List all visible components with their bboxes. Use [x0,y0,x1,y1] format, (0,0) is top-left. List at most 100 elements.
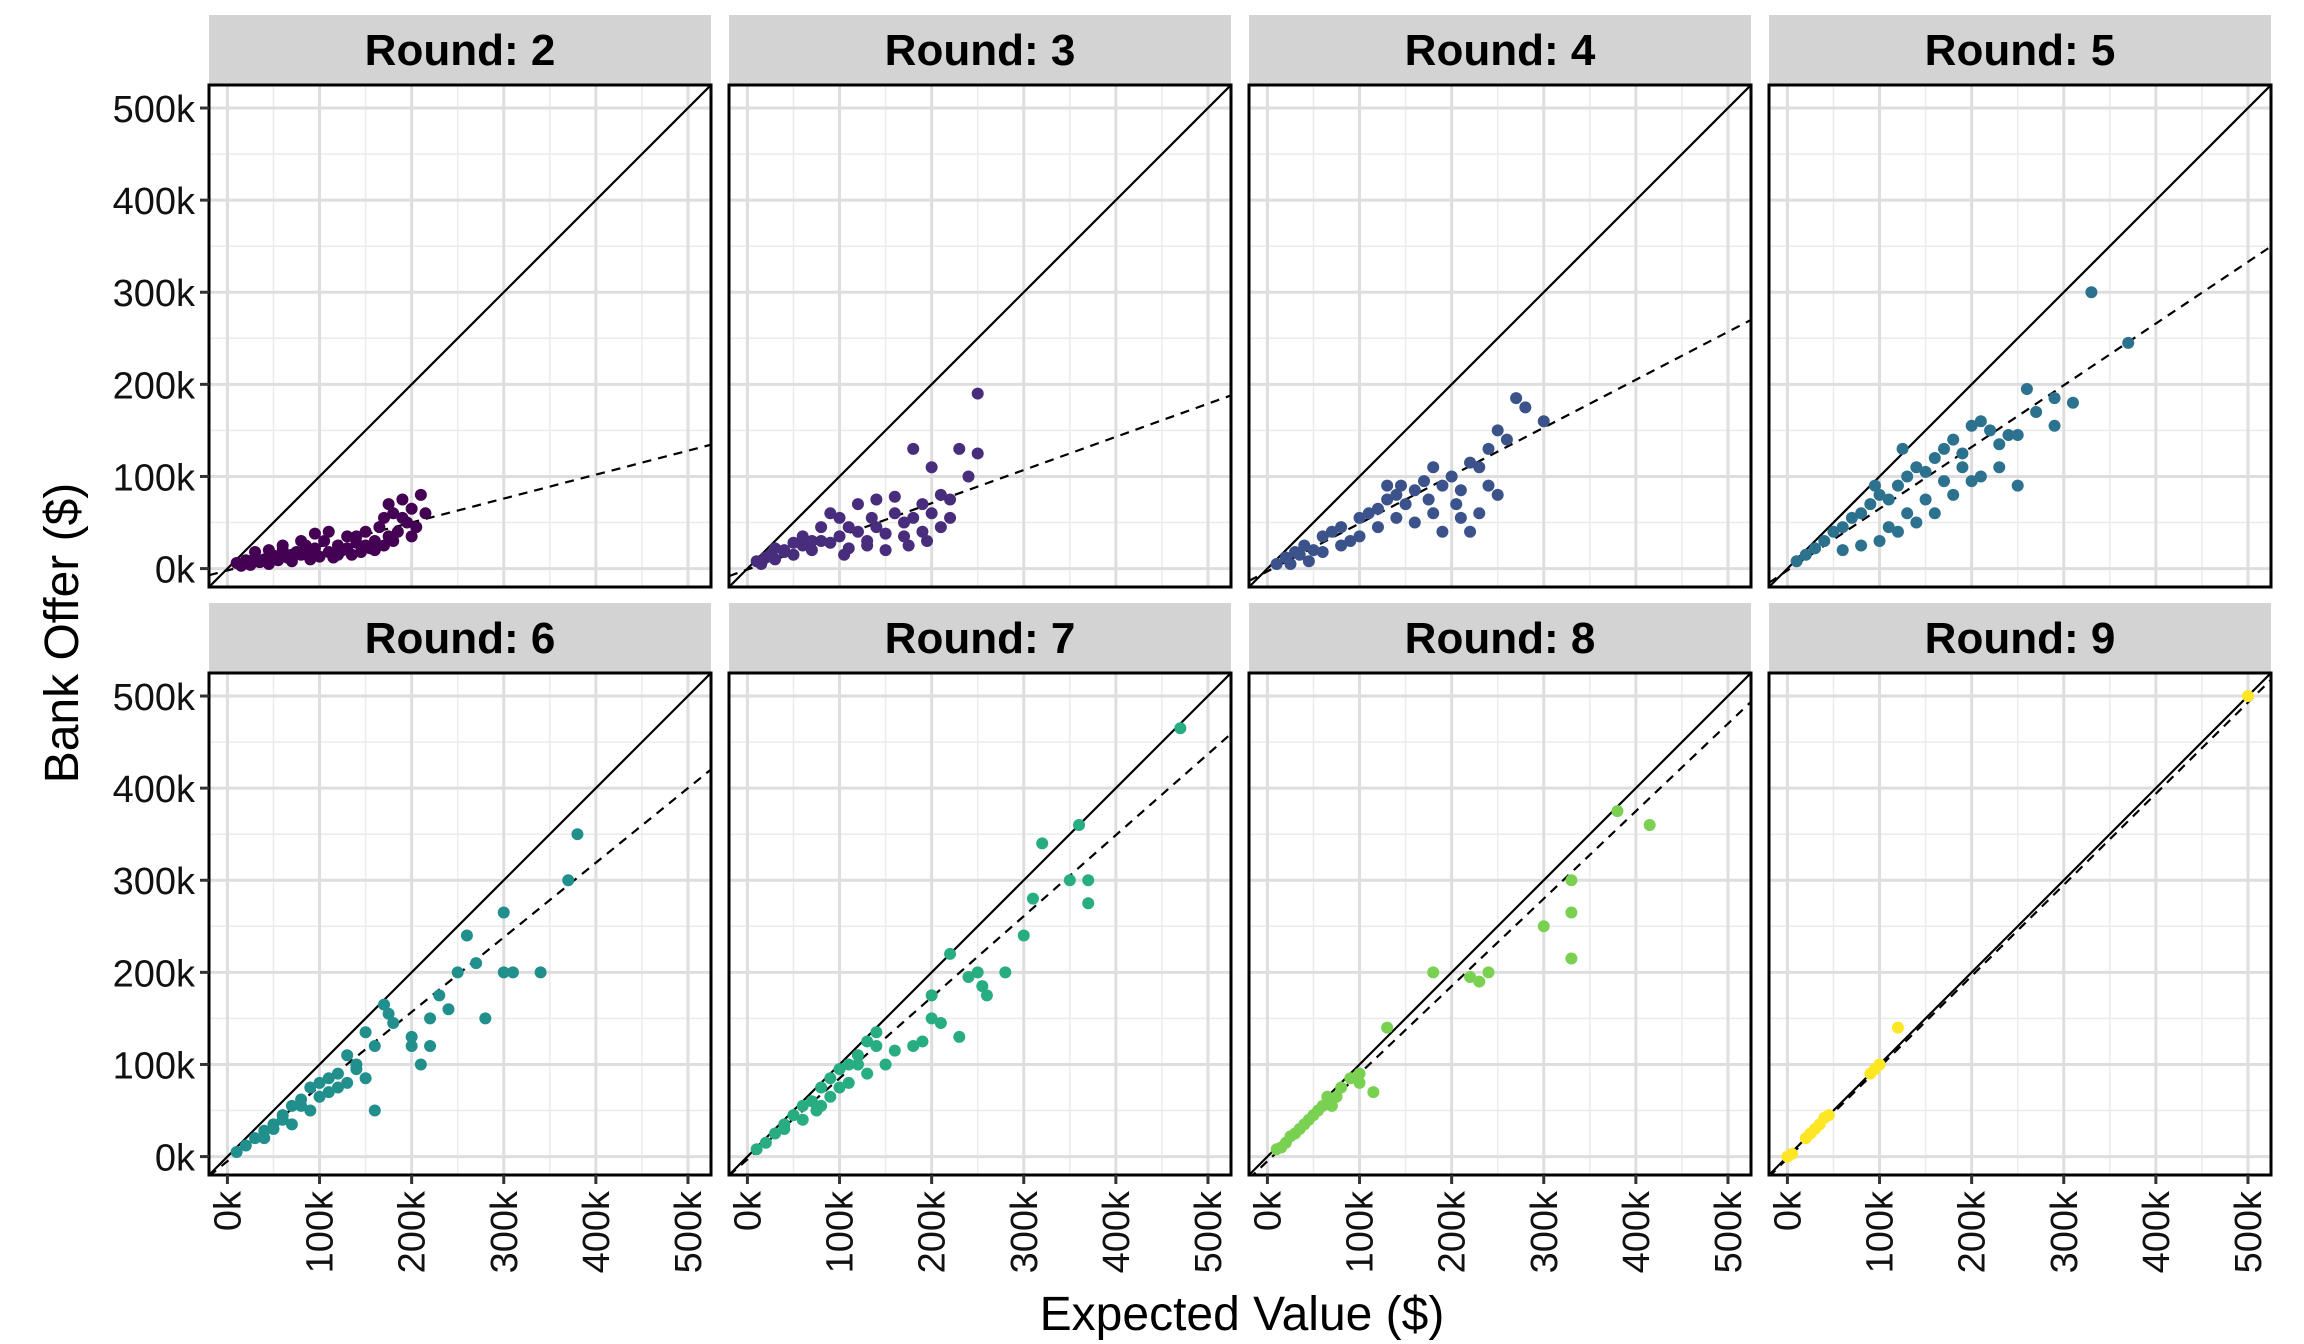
data-point [1482,966,1495,979]
data-point [787,548,800,561]
x-tick-label: 200k [392,1190,434,1273]
points-7 [1270,805,1656,1156]
data-point [2020,382,2033,395]
data-point [1855,539,1868,552]
data-point [1864,498,1877,511]
data-point [368,544,381,557]
panel-border-7 [1247,671,1753,1177]
data-point [815,534,828,547]
data-point [916,498,929,511]
facet-strip-6 [729,603,1231,673]
data-point [1537,920,1550,933]
data-point [497,906,510,919]
x-tick-label: 300k [1524,1190,1566,1273]
x-tick-label: 400k [1096,1190,1138,1273]
data-point [805,534,818,547]
data-point [1427,461,1440,474]
data-point [962,970,975,983]
data-point [907,1040,920,1053]
data-point [980,989,993,1002]
data-point [934,488,947,501]
x-tick-label: 200k [1952,1190,1994,1273]
data-point [805,1095,818,1108]
data-point [1445,470,1458,483]
data-point [378,511,391,524]
data-point [1928,507,1941,520]
data-point [851,1049,864,1062]
x-tick-label: 0k [1247,1190,1289,1231]
data-point [1464,456,1477,469]
data-point [1537,415,1550,428]
x-tick-label: 100k [300,1190,342,1273]
data-point [331,1081,344,1094]
facet-strip-5 [209,603,711,673]
data-point [1325,525,1338,538]
data-point [1965,419,1978,432]
data-point [405,1030,418,1043]
identity-line [1769,673,2271,1175]
data-point [870,1026,883,1039]
data-point [285,1118,298,1131]
data-point [1390,511,1403,524]
data-point [764,548,777,561]
x-tick-label: 200k [912,1190,954,1273]
x-tick-label: 0k [1767,1190,1809,1231]
facet-strip-7 [1249,603,1751,673]
facet-title-5: Round: 6 [365,614,556,663]
data-point [359,539,372,552]
data-point [805,544,818,557]
facet-strip-4 [1769,15,2271,85]
data-point [2048,419,2061,432]
data-point [1947,488,1960,501]
data-point [1818,534,1831,547]
data-point [925,461,938,474]
data-point [1325,1099,1338,1112]
data-point [396,511,409,524]
data-point [1643,818,1656,831]
data-point [1275,1141,1288,1154]
data-point [1873,1058,1886,1071]
data-point [1836,521,1849,534]
data-point [833,1063,846,1076]
data-point [962,470,975,483]
data-point [1390,488,1403,501]
data-point [1408,516,1421,529]
data-point [925,507,938,520]
points-2 [750,387,984,570]
data-point [1284,557,1297,570]
data-point [359,1072,372,1085]
data-point [824,1072,837,1085]
fit-line [1249,318,1751,582]
data-point [267,1122,280,1135]
data-point [1017,929,1030,942]
data-point [971,387,984,400]
data-point [1450,498,1463,511]
data-point [815,521,828,534]
data-point [879,544,892,557]
fit-line [1769,245,2271,584]
data-point [1312,1104,1325,1117]
data-point [1993,438,2006,451]
data-point [879,1058,892,1071]
panel-border-3 [1247,83,1753,589]
data-point [460,929,473,942]
data-point [1307,544,1320,557]
panel-border-8 [1767,671,2273,1177]
data-point [1371,521,1384,534]
data-point [944,493,957,506]
data-point [1827,525,1840,538]
data-point [907,442,920,455]
data-point [1565,952,1578,965]
data-point [424,1040,437,1053]
data-point [888,507,901,520]
data-point [1036,837,1049,850]
data-point [1855,507,1868,520]
x-tick-label: 500k [668,1190,710,1273]
data-point [424,1012,437,1025]
data-point [1335,539,1348,552]
data-point [916,1035,929,1048]
x-tick-label: 0k [207,1190,249,1231]
data-point [1891,1021,1904,1034]
data-point [414,488,427,501]
